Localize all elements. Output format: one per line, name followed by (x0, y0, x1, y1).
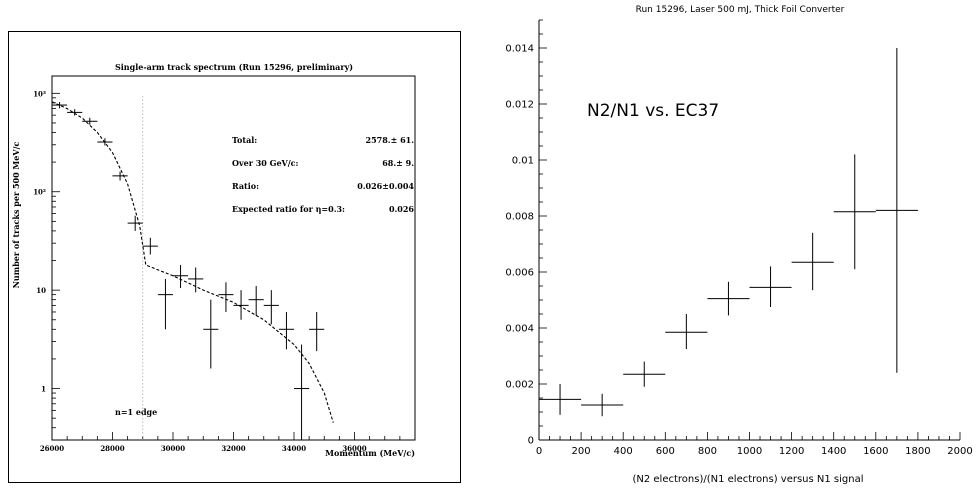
chart-annotation: N2/N1 vs. EC37 (587, 101, 719, 121)
data-point (749, 266, 792, 307)
stat-over30-value: 68.± 9. (382, 158, 414, 168)
stat-over30-label: Over 30 GeV/c: (232, 158, 299, 168)
x-tick-label: 0 (536, 446, 542, 457)
x-tick-label: 800 (698, 446, 717, 457)
data-point (278, 311, 294, 350)
data-point (294, 344, 310, 440)
y-tick-label: 0.008 (505, 212, 534, 223)
y-tick-label: 0.014 (505, 44, 534, 55)
data-point (127, 215, 143, 231)
data-point (173, 265, 189, 289)
stat-expected-label: Expected ratio for η=0.3: (232, 204, 345, 214)
data-point (112, 171, 128, 181)
chart-title: Run 15296, Laser 500 mJ, Thick Foil Conv… (636, 5, 845, 15)
data-point (67, 109, 83, 116)
data-point (157, 278, 173, 330)
x-tick-label: 1600 (863, 446, 888, 457)
data-point (791, 232, 834, 291)
x-tick-label: 1000 (737, 446, 762, 457)
x-tick-label: 34000 (282, 444, 306, 453)
data-point (581, 393, 624, 417)
x-tick-label: 1400 (821, 446, 846, 457)
data-point (833, 154, 876, 270)
x-tick-label: 2000 (947, 446, 972, 457)
data-point (233, 290, 249, 320)
x-tick-label: 600 (656, 446, 675, 457)
chart-title: Single-arm track spectrum (Run 15296, pr… (115, 62, 353, 72)
edge-annotation: n=1 edge (115, 407, 157, 417)
x-tick-label: 400 (614, 446, 633, 457)
y-tick-label: 0.01 (512, 156, 534, 167)
y-tick-label: 10³ (33, 89, 46, 98)
data-point (188, 267, 204, 293)
plot-frame (51, 75, 416, 441)
data-point (875, 48, 918, 373)
x-tick-label: 1200 (779, 446, 804, 457)
x-tick-label: 36000 (342, 444, 366, 453)
stat-ratio-label: Ratio: (232, 181, 259, 191)
y-tick-label: 0.002 (505, 380, 534, 391)
x-tick-label: 28000 (100, 444, 124, 453)
x-axis-label: Momentum (MeV/c) (325, 448, 415, 458)
ratio-chart: Run 15296, Laser 500 mJ, Thick Foil Conv… (505, 5, 972, 485)
data-point (623, 361, 666, 387)
x-tick-label: 1800 (905, 446, 930, 457)
data-point (248, 286, 264, 316)
y-tick-label: 0.012 (505, 100, 534, 111)
ratio-panel: Run 15296, Laser 500 mJ, Thick Foil Conv… (482, 0, 980, 487)
data-point (263, 290, 279, 325)
x-axis-label: (N2 electrons)/(N1 electrons) versus N1 … (632, 474, 863, 485)
stat-total-label: Total: (232, 135, 257, 145)
data-point (142, 237, 158, 255)
data-point (52, 102, 68, 109)
data-point (309, 311, 325, 352)
y-tick-label: 10 (36, 286, 46, 295)
data-point (203, 299, 219, 369)
track-spectrum-panel: Single-arm track spectrum (Run 15296, pr… (0, 0, 470, 487)
data-point (707, 281, 750, 316)
x-tick-label: 200 (572, 446, 591, 457)
stat-ratio-value: 0.026±0.004 (357, 181, 414, 191)
y-tick-label: 0 (528, 436, 534, 447)
stat-expected-value: 0.026 (389, 204, 414, 214)
data-point (539, 384, 582, 415)
x-tick-label: 32000 (221, 444, 245, 453)
data-point (218, 282, 234, 312)
y-axis-label: Number of tracks per 500 MeV/c (11, 141, 21, 288)
outer-frame (8, 31, 461, 483)
y-tick-label: 1 (41, 385, 46, 394)
x-tick-label: 26000 (40, 444, 64, 453)
y-tick-label: 10² (33, 188, 46, 197)
stat-total-value: 2578.± 61. (366, 135, 415, 145)
fit-curve (51, 101, 334, 423)
data-point (82, 117, 98, 125)
x-tick-label: 30000 (161, 444, 185, 453)
track-spectrum-chart: Single-arm track spectrum (Run 15296, pr… (8, 31, 461, 483)
data-point (665, 314, 708, 349)
y-tick-label: 0.004 (505, 324, 534, 335)
y-tick-label: 0.006 (505, 268, 534, 279)
data-point (97, 138, 113, 146)
